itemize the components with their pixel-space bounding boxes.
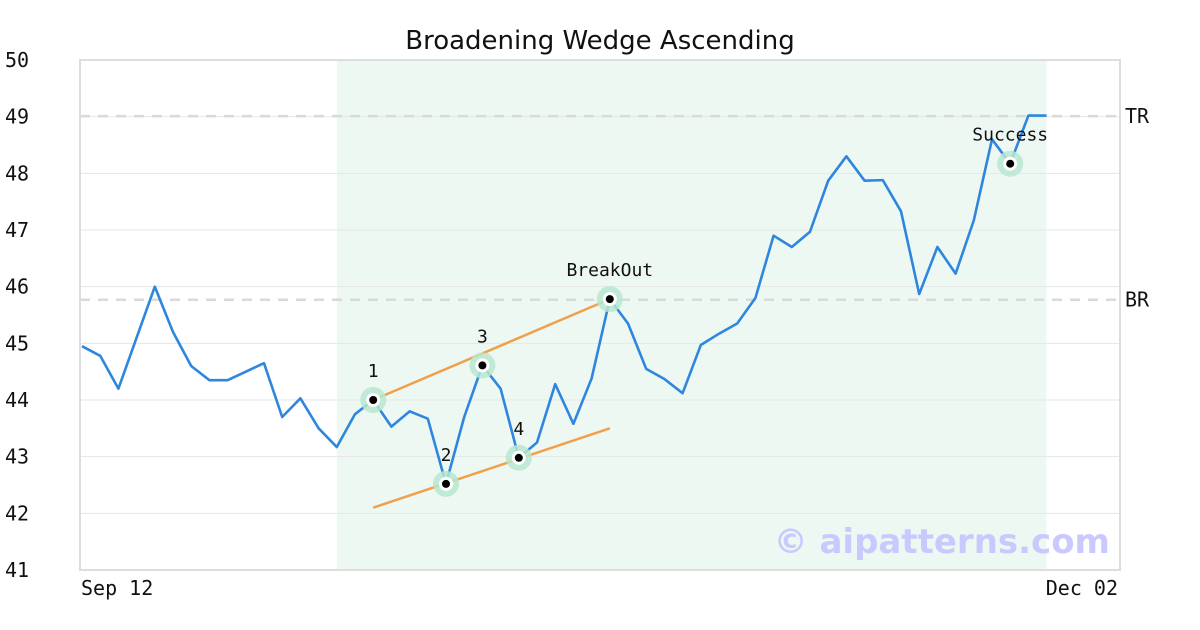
- level-label-br: BR: [1125, 288, 1150, 312]
- plot-frame: [79, 59, 1121, 571]
- marker-dot-3: [478, 361, 487, 370]
- chart-title: Broadening Wedge Ascending: [405, 26, 795, 56]
- marker-dot-1: [369, 396, 378, 404]
- y-tick-label-41: 41: [5, 558, 29, 582]
- y-tick-label-49: 49: [5, 105, 29, 129]
- marker-label-2: 2: [441, 445, 452, 466]
- marker-label-success: Success: [972, 125, 1048, 146]
- trend-line-1: [372, 297, 611, 402]
- marker-label-3: 3: [477, 326, 488, 347]
- marker-dot-breakout: [605, 295, 614, 304]
- marker-label-4: 4: [513, 419, 524, 440]
- y-tick-label-44: 44: [5, 388, 29, 412]
- marker-dot-2: [442, 479, 450, 488]
- y-tick-label-43: 43: [5, 445, 29, 469]
- markers-layer: 1 2 3 4 BreakOut Success: [360, 125, 1048, 497]
- level-lines-layer: TR BR: [80, 104, 1150, 312]
- y-tick-label-47: 47: [5, 218, 29, 242]
- trend-line-2: [372, 427, 611, 509]
- marker-label-1: 1: [368, 361, 379, 382]
- x-tick-label-first: Sep 12: [81, 576, 153, 600]
- y-tick-label-46: 46: [5, 275, 29, 299]
- series-layer: [81, 114, 1047, 486]
- price-series-line: [81, 114, 1047, 486]
- x-tick-label-last: Dec 02: [1046, 576, 1118, 600]
- marker-label-breakout: BreakOut: [566, 260, 653, 281]
- y-tick-label-45: 45: [5, 331, 29, 355]
- marker-dot-4: [514, 453, 523, 462]
- watermark: © aipatterns.com: [774, 522, 1110, 562]
- y-tick-label-48: 48: [5, 161, 29, 185]
- marker-dot-success: [1006, 159, 1015, 168]
- y-tick-label-42: 42: [5, 501, 29, 525]
- level-label-tr: TR: [1125, 104, 1150, 128]
- trend-lines-layer: [372, 297, 611, 509]
- y-tick-label-50: 50: [5, 48, 29, 72]
